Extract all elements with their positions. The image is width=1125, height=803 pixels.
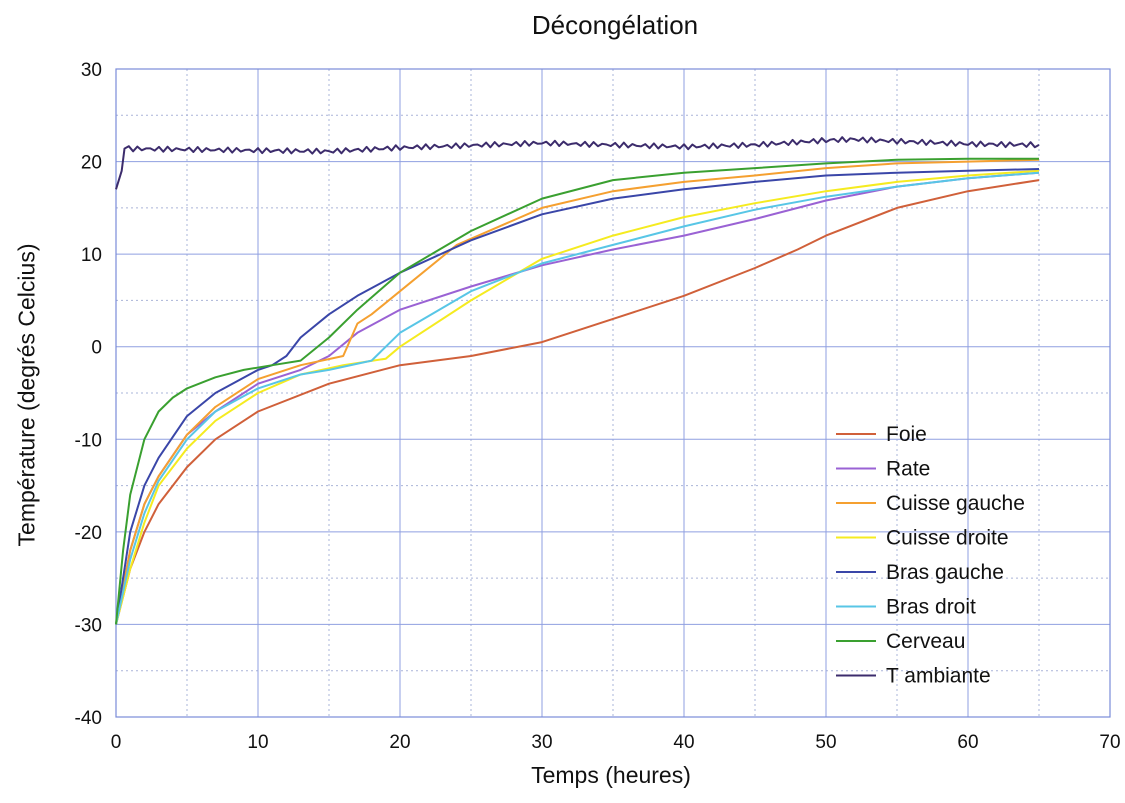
y-tick-label: 10 — [81, 245, 102, 266]
series-line — [115, 158, 1040, 625]
legend-label: Bras gauche — [886, 561, 1004, 584]
x-tick-label: 10 — [247, 732, 268, 753]
plot-frame — [115, 68, 1111, 718]
legend-label: Cuisse gauche — [886, 492, 1025, 515]
y-axis-label: Température (degrés Celcius) — [13, 243, 40, 547]
series-line — [115, 179, 1040, 625]
legend-label: Foie — [886, 423, 927, 446]
x-tick-label: 20 — [389, 732, 410, 753]
series-line — [115, 171, 1040, 625]
x-axis-label: Temps (heures) — [531, 762, 691, 788]
legend-label: T ambiante — [886, 665, 991, 688]
series-line — [115, 136, 1040, 190]
y-tick-label: -30 — [75, 615, 102, 636]
legend: Foie Rate Cuisse gauche Cuisse droite Bras g… — [836, 423, 1025, 688]
x-tick-label: 60 — [957, 732, 978, 753]
chart-title: Décongélation — [531, 10, 699, 40]
y-tick-label: -40 — [75, 708, 102, 729]
y-tick-label: 30 — [81, 60, 102, 81]
series-line — [115, 171, 1040, 625]
series-line — [115, 169, 1040, 625]
legend-label: Cerveau — [886, 630, 965, 653]
series-line — [115, 157, 1039, 625]
x-tick-label: 70 — [1099, 732, 1120, 753]
y-tick-label: 0 — [91, 338, 102, 359]
y-axis-ticks: -40 -30 -20 -10 0 10 20 30 — [75, 60, 102, 729]
legend-label: Bras droit — [886, 596, 976, 619]
series-line — [115, 168, 1040, 625]
y-tick-label: -20 — [75, 523, 102, 544]
x-tick-label: 0 — [111, 732, 122, 753]
y-tick-label: 20 — [81, 153, 102, 174]
grid — [115, 68, 1111, 718]
y-tick-label: -10 — [75, 430, 102, 451]
legend-label: Rate — [886, 458, 930, 481]
series-layer — [115, 136, 1040, 625]
x-tick-label: 50 — [815, 732, 836, 753]
plot-border — [115, 68, 1111, 718]
x-tick-label: 40 — [673, 732, 694, 753]
legend-label: Cuisse droite — [886, 527, 1009, 550]
x-axis-ticks: 0 10 20 30 40 50 60 70 — [111, 732, 1121, 753]
x-tick-label: 30 — [531, 732, 552, 753]
